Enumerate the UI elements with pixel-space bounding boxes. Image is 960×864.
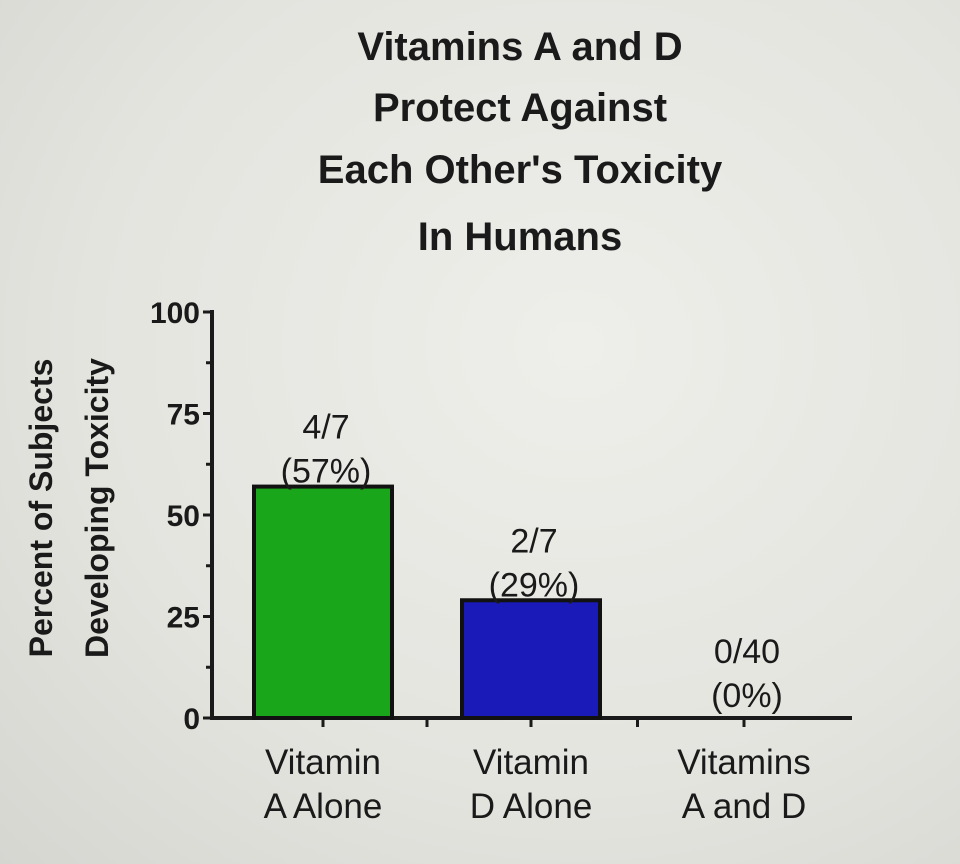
chart-title: Vitamins A and D Protect Against Each Ot… <box>318 25 723 259</box>
data-label: (57%) <box>281 453 372 491</box>
bar <box>252 484 394 720</box>
y-axis-label: Percent of Subjects Developing Toxicity <box>23 358 115 658</box>
bars <box>252 484 602 721</box>
y-axis-label-line-2: Developing Toxicity <box>79 358 115 658</box>
data-label: (0%) <box>711 677 783 715</box>
data-label: 0/40 <box>714 633 780 671</box>
category-labels: Vitamin A Alone Vitamin D Alone Vitamins A an… <box>264 743 811 826</box>
data-labels: 4/7 (57%) 2/7 (29%) 0/40 (0%) <box>281 409 783 715</box>
category-label: Vitamins <box>677 743 811 782</box>
title-line-3: Each Other's Toxicity <box>318 148 723 192</box>
category-label: Vitamin <box>473 743 589 782</box>
title-line-1: Vitamins A and D <box>357 25 682 69</box>
data-label: 4/7 <box>302 409 349 447</box>
category-label: A and D <box>682 787 807 826</box>
y-ticks: 0 25 50 75 100 <box>150 297 212 736</box>
data-label: (29%) <box>489 566 580 604</box>
category-label: D Alone <box>470 787 593 826</box>
y-tick-label: 25 <box>167 602 200 635</box>
y-tick-label: 75 <box>167 399 200 432</box>
y-axis-label-line-1: Percent of Subjects <box>23 359 59 658</box>
title-line-4: In Humans <box>418 215 622 259</box>
category-label: Vitamin <box>265 743 381 782</box>
data-label: 2/7 <box>510 522 557 560</box>
y-tick-label: 100 <box>150 297 200 330</box>
title-line-2: Protect Against <box>373 86 667 130</box>
category-label: A Alone <box>264 787 383 826</box>
y-tick-label: 0 <box>183 703 200 736</box>
y-tick-label: 50 <box>167 500 200 533</box>
bar <box>460 598 602 721</box>
